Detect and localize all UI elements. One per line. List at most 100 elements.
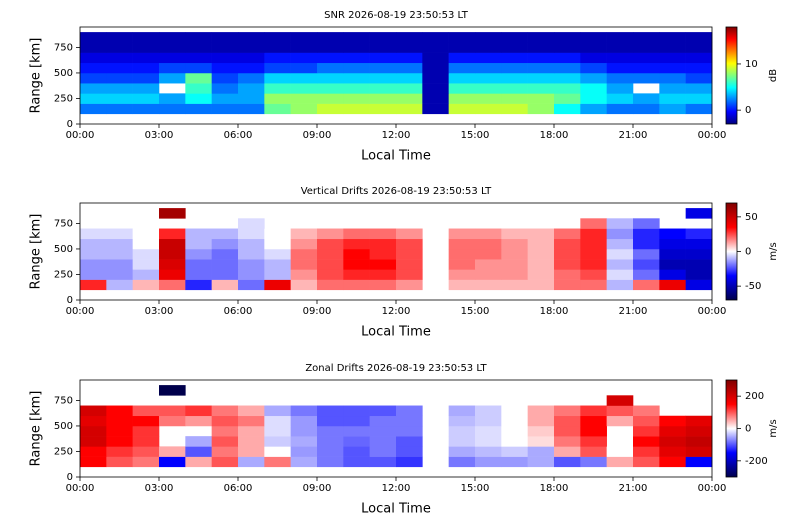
heatmap-cell (317, 269, 344, 280)
heatmap-cell (580, 279, 607, 291)
heatmap-cell (290, 415, 318, 427)
heatmap-cell (290, 228, 318, 240)
x-tick-label: 00:00 (66, 483, 95, 494)
heatmap-cell (527, 93, 555, 104)
heatmap-cell (211, 83, 239, 94)
heatmap-cell (606, 32, 634, 43)
y-axis-label: Range [km] (29, 214, 44, 290)
heatmap-cell (633, 436, 660, 447)
heatmap-cell (106, 83, 133, 94)
heatmap-cell (685, 62, 713, 74)
heatmap-cell (317, 42, 344, 53)
heatmap-cell (580, 218, 607, 229)
heatmap-cell (106, 269, 133, 280)
heatmap-cell (317, 405, 344, 417)
heatmap-cell (290, 83, 318, 94)
heatmap-cell (422, 103, 449, 115)
heatmap-cell (580, 42, 607, 53)
heatmap-cell (475, 72, 502, 84)
heatmap-cell (343, 425, 370, 437)
heatmap-cell (685, 238, 713, 250)
heatmap-cell (106, 456, 133, 468)
heatmap-cell (343, 72, 370, 84)
heatmap-cell (580, 72, 607, 84)
heatmap-cell (580, 228, 607, 240)
heatmap-cell (132, 72, 160, 84)
heatmap-cell (80, 72, 107, 84)
y-tick-label: 750 (54, 42, 73, 53)
x-tick-label: 12:00 (382, 306, 411, 317)
colorbar-label: m/s (768, 419, 779, 437)
heatmap-cell (369, 248, 397, 260)
heatmap-cell (80, 259, 107, 270)
heatmap-cell (369, 415, 397, 427)
heatmap-cell (132, 93, 160, 104)
colorbar (725, 202, 738, 301)
heatmap-cell (606, 103, 634, 115)
heatmap-cell (606, 405, 634, 417)
heatmap-cell (264, 436, 291, 447)
heatmap-cell (448, 83, 476, 94)
heatmap-cell (475, 248, 502, 260)
heatmap-cell (238, 279, 265, 291)
heatmap-cell (606, 62, 634, 74)
heatmap-cell (106, 93, 133, 104)
heatmap-cell (554, 42, 581, 53)
heatmap-cell (554, 93, 581, 104)
heatmap-cell (396, 248, 423, 260)
y-tick-label: 250 (54, 446, 73, 457)
heatmap-cell (606, 218, 634, 229)
heatmap-cell (527, 279, 555, 291)
heatmap-cell (264, 456, 291, 468)
heatmap-cell (448, 62, 476, 74)
heatmap-cell (475, 93, 502, 104)
colorbar-tick-label: -200 (745, 456, 768, 467)
x-tick-label: 18:00 (540, 306, 569, 317)
heatmap-cell (580, 405, 607, 417)
heatmap-cell (527, 238, 555, 250)
heatmap-cell (238, 456, 265, 468)
heatmap-cell (290, 238, 318, 250)
heatmap-cell (343, 456, 370, 468)
heatmap-cell (132, 269, 160, 280)
heatmap-cell (132, 42, 160, 53)
heatmap-cell (238, 52, 265, 64)
heatmap-cell (264, 62, 291, 74)
y-axis-label: Range [km] (29, 391, 44, 467)
heatmap-cell (343, 42, 370, 53)
heatmap-cell (501, 228, 528, 240)
heatmap-cell (448, 72, 476, 84)
heatmap-cell (606, 446, 634, 457)
heatmap-cell (343, 269, 370, 280)
heatmap-cell (369, 269, 397, 280)
heatmap-cell (580, 446, 607, 457)
heatmap-cell (396, 269, 423, 280)
colorbar-tick-label: 200 (745, 391, 764, 402)
heatmap-cell (238, 259, 265, 270)
heatmap-cell (475, 446, 502, 457)
heatmap-cell (80, 103, 107, 115)
heatmap-cell (422, 72, 449, 84)
heatmap-cell (501, 446, 528, 457)
heatmap-cell (317, 93, 344, 104)
heatmap-cell (159, 456, 186, 468)
heatmap-cell (606, 238, 634, 250)
heatmap-cell (475, 238, 502, 250)
x-tick-label: 12:00 (382, 130, 411, 141)
heatmap-cell (238, 103, 265, 115)
heatmap-cell (211, 446, 239, 457)
heatmap-cell (211, 405, 239, 417)
heatmap-cell (132, 228, 160, 240)
heatmap-cell (501, 52, 528, 64)
heatmap-cell (185, 259, 212, 270)
heatmap-cell (185, 83, 212, 94)
heatmap-cell (132, 415, 160, 427)
heatmap-cell (369, 42, 397, 53)
heatmap-cell (606, 456, 634, 468)
heatmap-cell (211, 248, 239, 260)
heatmap-cell (606, 52, 634, 64)
heatmap-cell (527, 269, 555, 280)
heatmap-cell (317, 32, 344, 43)
heatmap-cell (580, 456, 607, 468)
heatmap-cell (369, 32, 397, 43)
